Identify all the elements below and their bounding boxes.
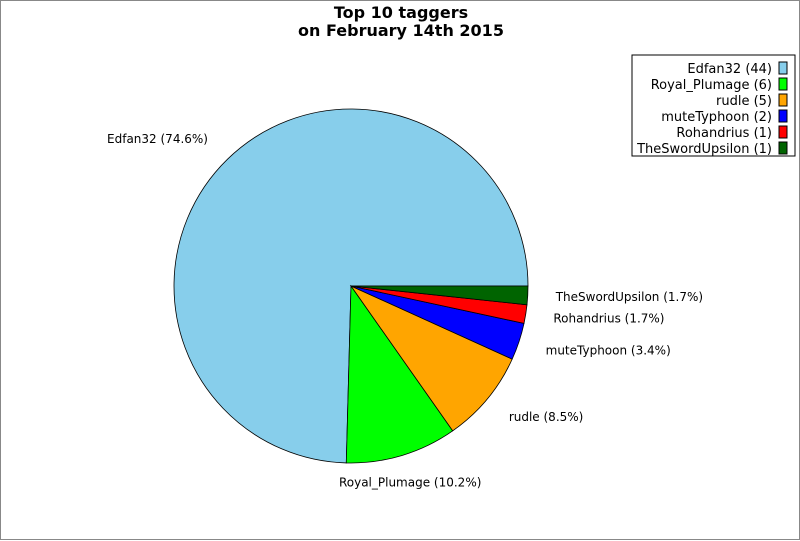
legend-entry-label: Royal_Plumage (6) <box>651 78 772 93</box>
slice-label: rudle (8.5%) <box>509 410 584 424</box>
slice-label: Royal_Plumage (10.2%) <box>339 475 481 489</box>
legend-entry-label: muteTyphoon (2) <box>661 110 772 125</box>
pie-slice-rudle <box>349 285 513 432</box>
legend-swatch <box>778 93 788 107</box>
legend-swatch <box>778 77 788 91</box>
chart-title-line-2: on February 14th 2015 <box>298 21 504 40</box>
pie-slice-royal_plumage <box>345 284 454 464</box>
legend-entry-label: TheSwordUpsilon (1) <box>636 142 772 157</box>
legend-entry-label: rudle (5) <box>716 94 772 109</box>
legend-swatch <box>778 109 788 123</box>
legend-entry-label: Edfan32 (44) <box>687 62 772 77</box>
slice-label: Edfan32 (74.6%) <box>107 132 208 146</box>
legend-box <box>631 54 796 157</box>
chart-title-line-1: Top 10 taggers <box>334 3 468 22</box>
legend-swatch <box>778 61 788 75</box>
slice-label: muteTyphoon (3.4%) <box>546 343 671 357</box>
legend-swatch <box>778 125 788 139</box>
slice-label: Rohandrius (1.7%) <box>553 312 664 326</box>
slice-label: TheSwordUpsilon (1.7%) <box>555 290 703 304</box>
legend-entry-label: Rohandrius (1) <box>676 126 772 141</box>
legend-swatch <box>778 141 788 155</box>
pie-slice-theswordupsilon <box>350 285 529 306</box>
